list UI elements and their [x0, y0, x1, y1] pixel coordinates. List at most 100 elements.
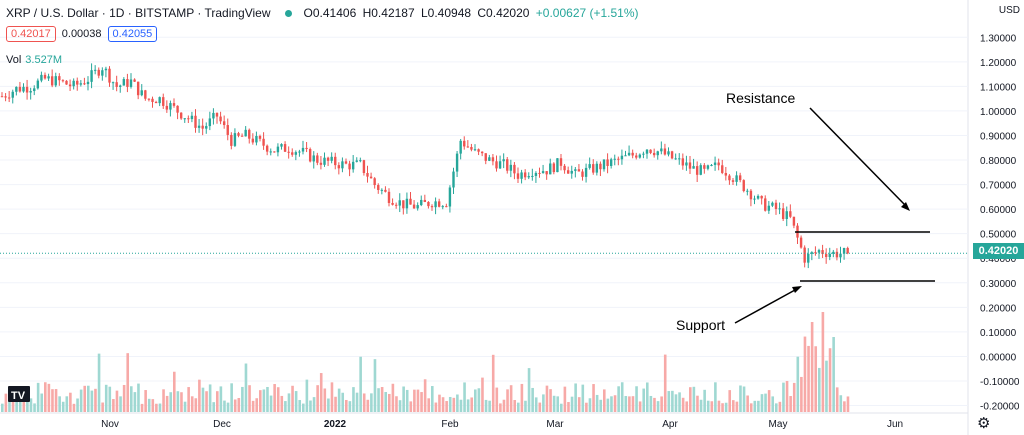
volume-bar [477, 388, 481, 412]
svg-text:TV: TV [11, 390, 26, 402]
candle-body [699, 165, 702, 175]
gear-icon[interactable]: ⚙ [977, 415, 991, 432]
volume-bar [330, 382, 334, 412]
volume-bar [628, 396, 631, 412]
volume-bar [345, 399, 348, 412]
time-axis[interactable]: Nov Dec 2022 Feb Mar Apr May Jun [101, 419, 903, 430]
volume-bar [201, 387, 205, 412]
candle-body [179, 112, 183, 119]
volume-bar [470, 397, 474, 412]
volume-bar [44, 382, 47, 412]
price-tick-label: 1.00000 [980, 107, 1017, 118]
volume-bar [434, 402, 438, 412]
candle-body [269, 151, 272, 153]
volume-bar [33, 403, 36, 412]
volume-bar [663, 354, 667, 412]
volume-bar [764, 393, 767, 412]
volume-bar [423, 379, 427, 412]
candle-body [47, 76, 50, 79]
candle-body [502, 159, 505, 162]
volume-bar [735, 401, 739, 412]
candle-body [545, 171, 548, 175]
volume-bar [506, 389, 509, 412]
volume-bar [441, 397, 445, 412]
price-axis[interactable]: 1.30000 1.20000 1.10000 1.00000 0.90000 0.800… [980, 33, 1020, 412]
volume-bar [87, 385, 90, 412]
candle-body [391, 202, 394, 205]
volume-bar [294, 391, 298, 412]
volume-bar [158, 403, 162, 412]
candle-body [563, 165, 566, 171]
candle-body [4, 96, 7, 98]
volume-bar [327, 398, 330, 412]
volume-bar [771, 396, 775, 412]
candle-body [742, 180, 745, 192]
volume-bar [785, 380, 789, 412]
volume-bar [130, 386, 133, 412]
time-tick-label: Dec [213, 419, 231, 430]
currency-label[interactable]: USD [998, 5, 1020, 16]
volume-bar [255, 398, 259, 412]
candle-body [384, 189, 387, 192]
candle-body [405, 198, 409, 209]
candle-body [377, 185, 380, 190]
candle-body [244, 129, 247, 137]
candle-body [480, 151, 484, 154]
volume-bar [509, 385, 513, 412]
volume-bar [585, 402, 588, 412]
volume-bar [76, 398, 79, 412]
volume-bar [491, 354, 495, 412]
candle-body [599, 163, 602, 170]
volume-bar [459, 399, 463, 412]
buy-button[interactable]: 0.42055 [107, 26, 158, 42]
candle-body [792, 216, 796, 226]
time-tick-label: May [769, 419, 788, 430]
candle-body [624, 155, 627, 157]
candle-body [58, 76, 61, 81]
candle-body [115, 82, 118, 87]
candle-body [667, 151, 670, 155]
volume-bar [810, 322, 814, 412]
candle-body [308, 149, 312, 162]
candle-body [541, 171, 545, 174]
candle-body [799, 237, 803, 248]
symbol-title[interactable]: XRP / U.S. Dollar · 1D · BITSTAMP · Trad… [6, 6, 271, 20]
volume-bar [678, 392, 681, 412]
sell-button[interactable]: 0.42017 [6, 26, 56, 42]
ohlc-values: O0.41406 H0.42187 L0.40948 C0.42020 +0.0… [304, 6, 642, 20]
volume-bar [377, 388, 380, 412]
volume-bar [133, 392, 137, 412]
volume-bar [298, 400, 302, 412]
change-value: +0.00627 (+1.51%) [535, 6, 639, 20]
volume-bar [724, 402, 728, 412]
volume-bar [29, 398, 33, 412]
volume-bar [94, 388, 97, 412]
candle-body [90, 70, 93, 82]
candle-body [18, 86, 22, 92]
candle-body [402, 200, 405, 209]
candle-body [233, 133, 237, 146]
volume-bar [273, 384, 276, 412]
volume-bar [767, 390, 771, 412]
candle-body [577, 169, 581, 172]
candle-body [842, 247, 846, 254]
volume-bar [420, 392, 423, 412]
candle-body [201, 125, 204, 129]
candle-body [810, 252, 814, 254]
symbol-header: XRP / U.S. Dollar · 1D · BITSTAMP · Trad… [6, 6, 642, 20]
price-tick-label: 0.70000 [980, 181, 1017, 192]
volume-bar [656, 401, 660, 412]
volume-bar [151, 399, 155, 412]
candle-body [158, 97, 161, 104]
candle-body [774, 202, 778, 210]
price-tick-label: 1.20000 [980, 58, 1017, 69]
price-tick-label: 0.10000 [980, 328, 1017, 339]
candle-body [767, 205, 771, 211]
candle-body [656, 151, 659, 156]
volume-bar [552, 395, 556, 412]
volume-bar [556, 396, 560, 412]
candle-body [613, 158, 616, 160]
volume-bar [115, 390, 119, 412]
candle-body [764, 198, 767, 211]
